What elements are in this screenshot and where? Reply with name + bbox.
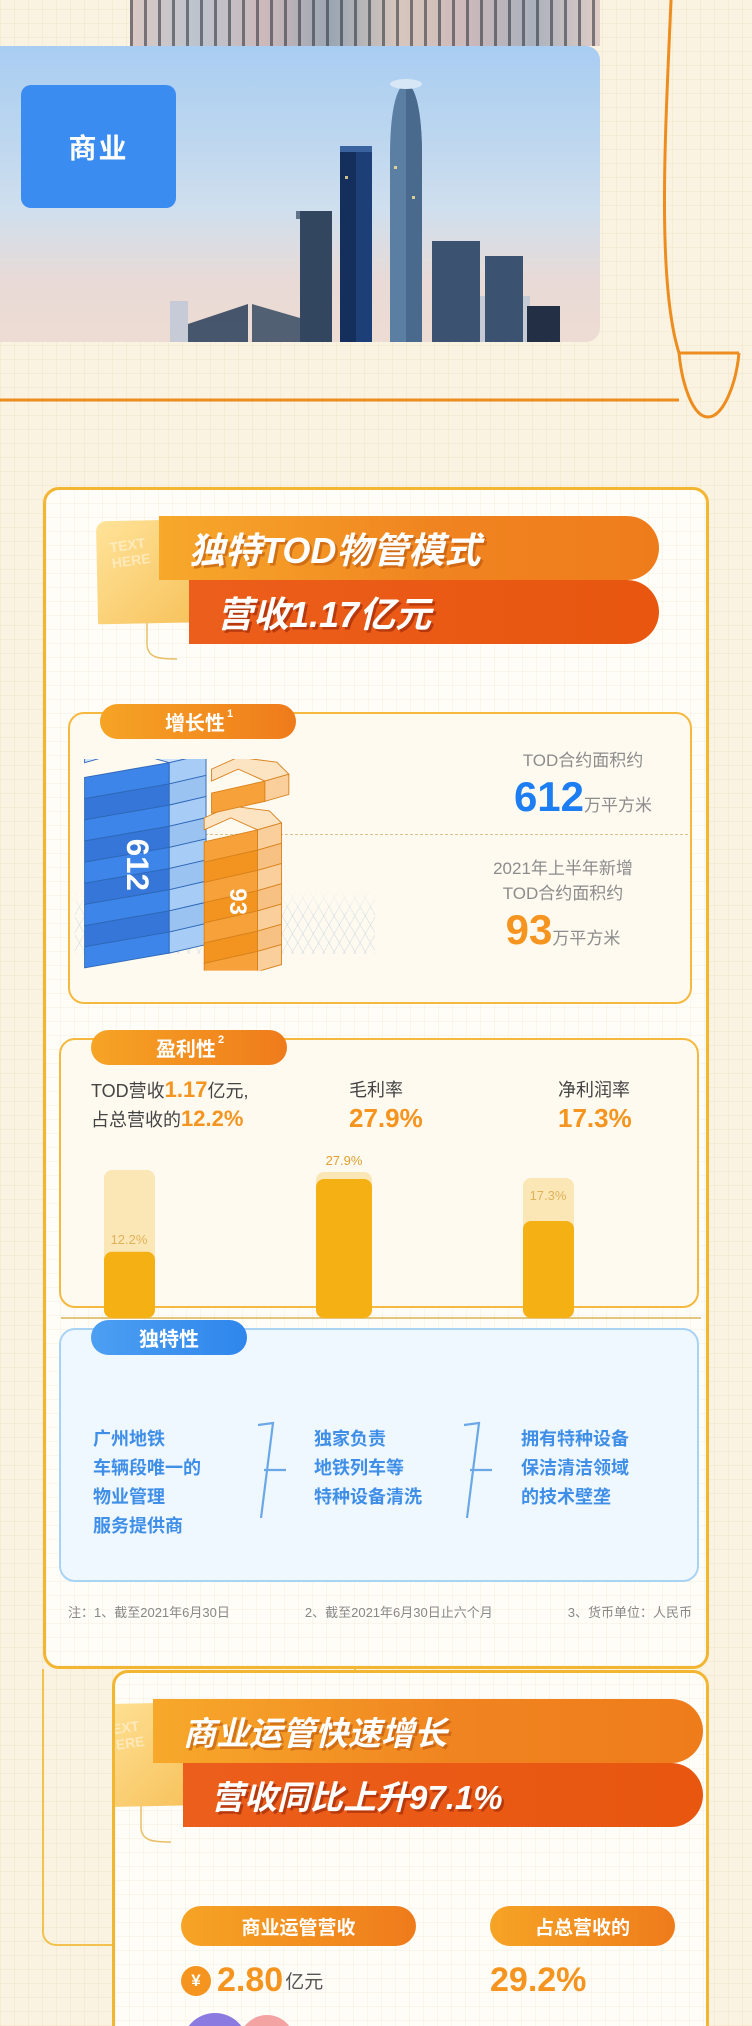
svg-text:12.2%: 12.2% [111,1232,148,1247]
svg-text:27.9%: 27.9% [326,1155,363,1168]
svg-text:17.3%: 17.3% [530,1188,567,1203]
svg-text:93: 93 [224,888,251,915]
svg-text:612: 612 [120,839,155,891]
